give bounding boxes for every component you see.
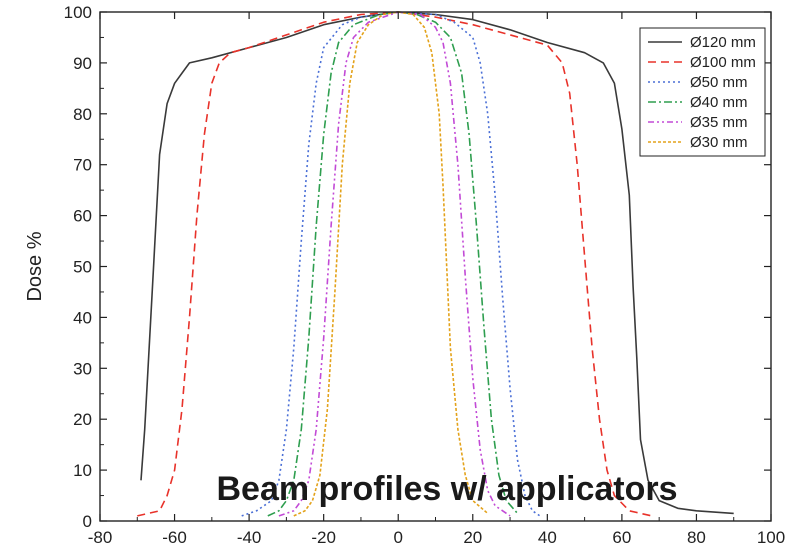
y-tick-label-3: 30 [73,359,92,378]
legend: Ø120 mm Ø100 mm Ø50 mm Ø40 mm Ø35 mm Ø30 mm [639,27,766,157]
overlay-caption: Beam profiles w/ applicators [216,470,677,508]
legend-label-1: Ø100 mm [690,54,756,71]
x-tick-label-4: 0 [393,528,402,547]
series-line-4 [278,11,511,517]
legend-label-2: Ø50 mm [690,74,748,91]
x-tick-label-0: -80 [88,528,113,547]
y-tick-label-2: 20 [73,410,92,429]
y-tick-label-4: 40 [73,308,92,327]
x-tick-label-5: 20 [463,528,482,547]
x-tick-label-1: -60 [162,528,187,547]
y-tick-label-10: 100 [64,3,92,22]
x-tick-label-7: 60 [612,528,631,547]
legend-label-0: Ø120 mm [690,34,756,51]
x-tick-label-3: -20 [311,528,336,547]
x-tick-label-9: 100 [757,528,785,547]
axes-layer: -80 -60 -40 -20 0 20 40 60 80 100 0 10 20 30 40 50 60 70 8… [24,3,785,547]
legend-label-4: Ø35 mm [690,114,748,131]
y-tick-label-5: 50 [73,258,92,277]
legend-box [639,27,766,157]
series-line-0 [140,11,734,515]
y-tick-label-6: 60 [73,207,92,226]
x-tick-label-2: -40 [237,528,262,547]
y-tick-label-1: 10 [73,461,92,480]
series-line-2 [241,11,541,517]
y-tick-label-0: 0 [83,512,92,531]
legend-label-3: Ø40 mm [690,94,748,111]
x-tick-label-8: 80 [687,528,706,547]
y-axis-title: Dose % [24,231,46,301]
y-tick-label-7: 70 [73,156,92,175]
y-tick-label-8: 80 [73,105,92,124]
x-tick-label-6: 40 [538,528,557,547]
y-tick-label-9: 90 [73,54,92,73]
legend-label-5: Ø30 mm [690,134,748,151]
